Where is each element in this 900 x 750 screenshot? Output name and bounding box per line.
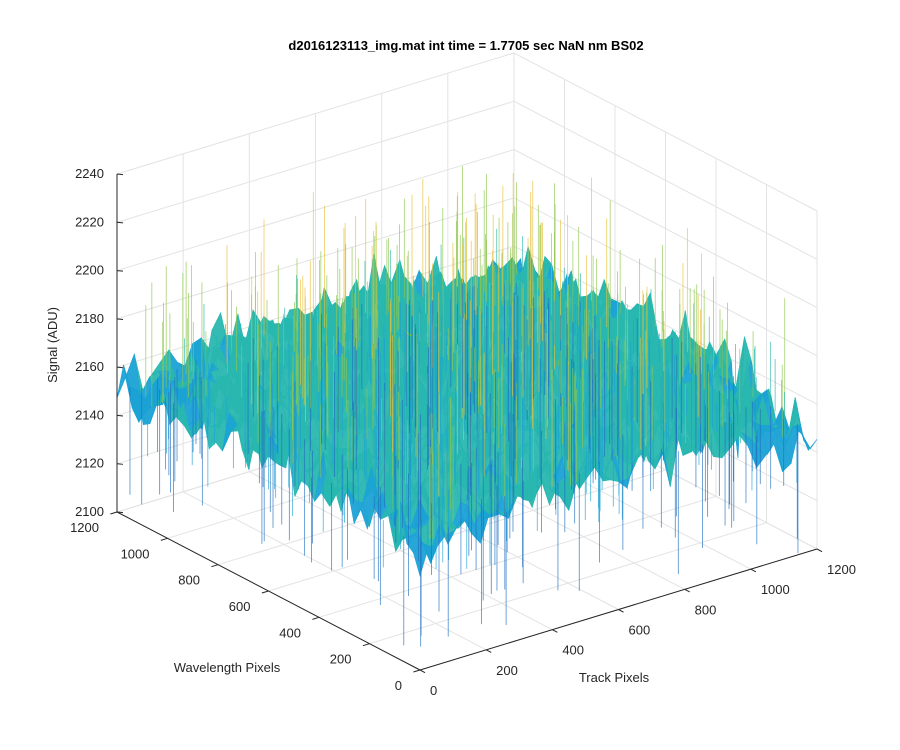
y-tick	[312, 616, 320, 620]
x-tick-label: 400	[562, 643, 584, 658]
x-tick	[485, 649, 492, 653]
z-tick-label: 2240	[75, 166, 104, 181]
y-tick	[362, 643, 370, 647]
grid-line	[116, 100, 818, 260]
x-tick	[750, 568, 757, 573]
y-axis-title: Wavelength Pixels	[174, 660, 281, 675]
y-tick	[160, 537, 168, 541]
x-tick-label: 1000	[761, 582, 790, 597]
surface-patch	[801, 433, 818, 451]
z-tick	[116, 173, 124, 176]
y-tick-label: 600	[229, 599, 251, 614]
y-tick-label: 200	[330, 652, 352, 667]
x-tick-label: 1200	[827, 562, 856, 577]
x-tick-label: 200	[496, 663, 518, 678]
x-tick	[618, 609, 624, 613]
y-tick-label: 1000	[121, 546, 150, 561]
surface	[116, 166, 818, 647]
tick-labels: 0 200 400 600 800 1000 1200 0 200 400 600 800 1000 12…	[70, 166, 856, 698]
grid-line	[318, 495, 717, 618]
z-tick	[116, 463, 124, 465]
x-tick-label: 800	[695, 602, 717, 617]
y-tick	[413, 669, 421, 673]
z-tick-label: 2140	[75, 407, 104, 422]
y-tick	[211, 564, 219, 568]
y-tick-label: 0	[395, 678, 402, 693]
z-tick-label: 2100	[75, 504, 104, 519]
x-axis-title: Track Pixels	[579, 670, 650, 685]
z-tick	[116, 270, 124, 272]
z-tick-label: 2180	[75, 311, 104, 326]
chart-title: d2016123113_img.mat int time = 1.7705 se…	[288, 38, 643, 53]
axes	[110, 173, 823, 674]
y-tick-label: 800	[178, 573, 200, 588]
grid-line	[116, 197, 818, 357]
z-tick	[116, 366, 124, 369]
grid-line	[369, 522, 767, 645]
z-tick	[116, 511, 124, 514]
z-tick	[116, 318, 124, 320]
x-tick	[419, 669, 426, 674]
x-tick-label: 0	[430, 683, 437, 698]
y-tick	[110, 511, 118, 515]
z-tick	[116, 221, 124, 224]
x-tick-label: 600	[629, 623, 651, 638]
y-tick-label: 1200	[70, 520, 99, 535]
z-tick	[116, 414, 124, 417]
z-tick-label: 2200	[75, 263, 104, 278]
x-tick	[552, 629, 558, 633]
grid-line	[116, 52, 818, 212]
z-tick-label: 2160	[75, 359, 104, 374]
x-tick	[684, 588, 690, 593]
y-tick-label: 400	[279, 625, 301, 640]
grid-line	[116, 149, 818, 309]
z-tick-label: 2220	[75, 214, 104, 229]
z-axis-title: Signal (ADU)	[45, 307, 60, 383]
y-tick	[261, 590, 269, 594]
z-tick-label: 2120	[75, 456, 104, 471]
x-tick	[816, 548, 823, 553]
